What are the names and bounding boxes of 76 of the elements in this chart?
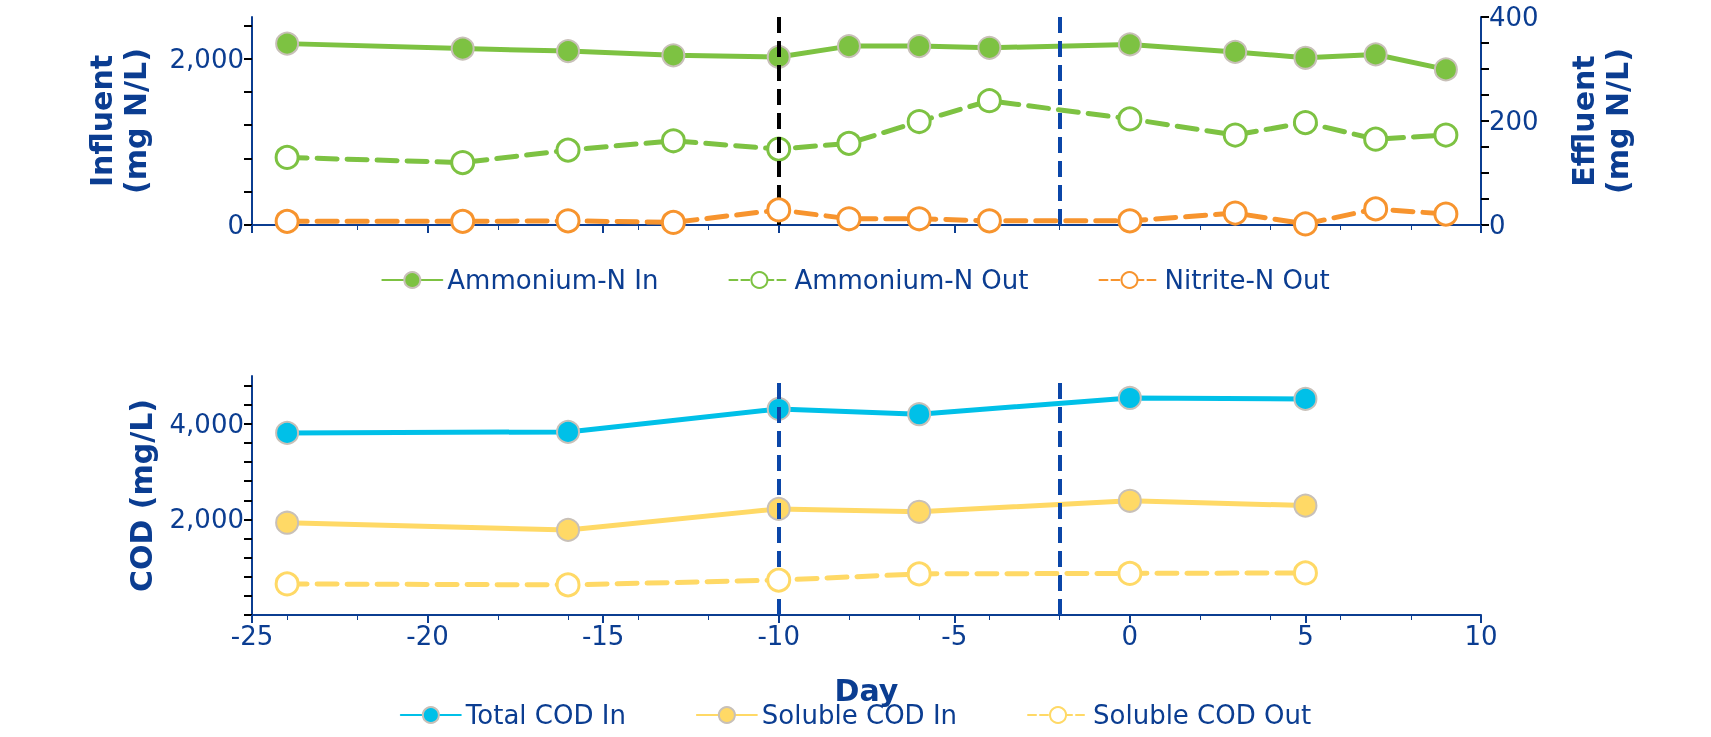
point	[977, 35, 1002, 60]
point	[1433, 122, 1459, 148]
point	[766, 567, 792, 593]
point	[1433, 57, 1458, 82]
point	[556, 517, 581, 542]
point	[275, 31, 300, 56]
point	[836, 206, 862, 232]
y-axis-title: Influent (mg N/L)	[83, 48, 153, 194]
x-tick-label: -5	[941, 621, 968, 651]
point	[766, 197, 792, 223]
legend-label: Ammonium-N Out	[794, 265, 1029, 295]
y-tick-label: 4,000	[169, 408, 244, 439]
legend-label: Total COD In	[464, 700, 626, 730]
point	[976, 208, 1002, 234]
point	[1293, 45, 1318, 70]
x-tick-label: 0	[1121, 621, 1139, 651]
point	[274, 208, 300, 234]
y2-tick-label: 400	[1489, 2, 1539, 32]
point	[1293, 493, 1318, 518]
point	[275, 420, 300, 445]
point	[1292, 110, 1318, 136]
legend-label: Nitrite-N Out	[1164, 265, 1330, 295]
point	[274, 571, 300, 597]
point	[450, 36, 475, 61]
point	[556, 419, 581, 444]
point	[1117, 208, 1143, 234]
point	[1223, 39, 1248, 64]
y-tick-label: 0	[227, 210, 244, 240]
point	[450, 208, 476, 234]
point	[976, 88, 1002, 114]
point	[907, 402, 932, 427]
y2-tick-label: 200	[1489, 106, 1539, 136]
point	[1222, 200, 1248, 226]
point	[661, 43, 686, 68]
point	[1117, 106, 1143, 132]
point	[555, 137, 581, 163]
y-axis-title: COD (mg/L)	[124, 398, 160, 593]
point	[555, 208, 581, 234]
point	[1293, 386, 1318, 411]
point	[660, 128, 686, 154]
y-tick-label: 2,000	[169, 504, 244, 535]
point	[906, 109, 932, 135]
x-tick-label: -15	[581, 621, 625, 651]
y2-tick-label: 0	[1489, 210, 1506, 240]
legend-label: Ammonium-N In	[447, 265, 659, 295]
point	[1117, 32, 1142, 57]
point	[274, 144, 300, 170]
x-tick-label: 10	[1464, 621, 1498, 651]
point	[275, 510, 300, 535]
y2-axis-title: Effluent (mg N/L)	[1565, 48, 1635, 194]
point	[1363, 196, 1389, 222]
point	[907, 34, 932, 59]
point	[1433, 201, 1459, 227]
x-tick-label: 5	[1297, 621, 1314, 651]
y-tick-label: 2,000	[169, 43, 244, 74]
point	[1363, 42, 1388, 67]
point	[555, 572, 581, 598]
point	[907, 499, 932, 524]
point	[836, 130, 862, 156]
point	[906, 561, 932, 587]
x-tick-label: -10	[757, 621, 800, 651]
point	[660, 209, 686, 235]
legend-label: Soluble COD Out	[1093, 700, 1312, 730]
point	[1292, 560, 1318, 586]
point	[1117, 560, 1143, 586]
point	[836, 34, 861, 59]
x-tick-label: -25	[230, 621, 274, 651]
x-tick-label: -20	[406, 621, 449, 651]
point	[1363, 126, 1389, 152]
point	[1117, 385, 1142, 410]
point	[450, 150, 476, 176]
point	[1117, 488, 1142, 513]
point	[1222, 122, 1248, 148]
point	[556, 39, 581, 64]
point	[1292, 211, 1318, 237]
point	[906, 206, 932, 232]
